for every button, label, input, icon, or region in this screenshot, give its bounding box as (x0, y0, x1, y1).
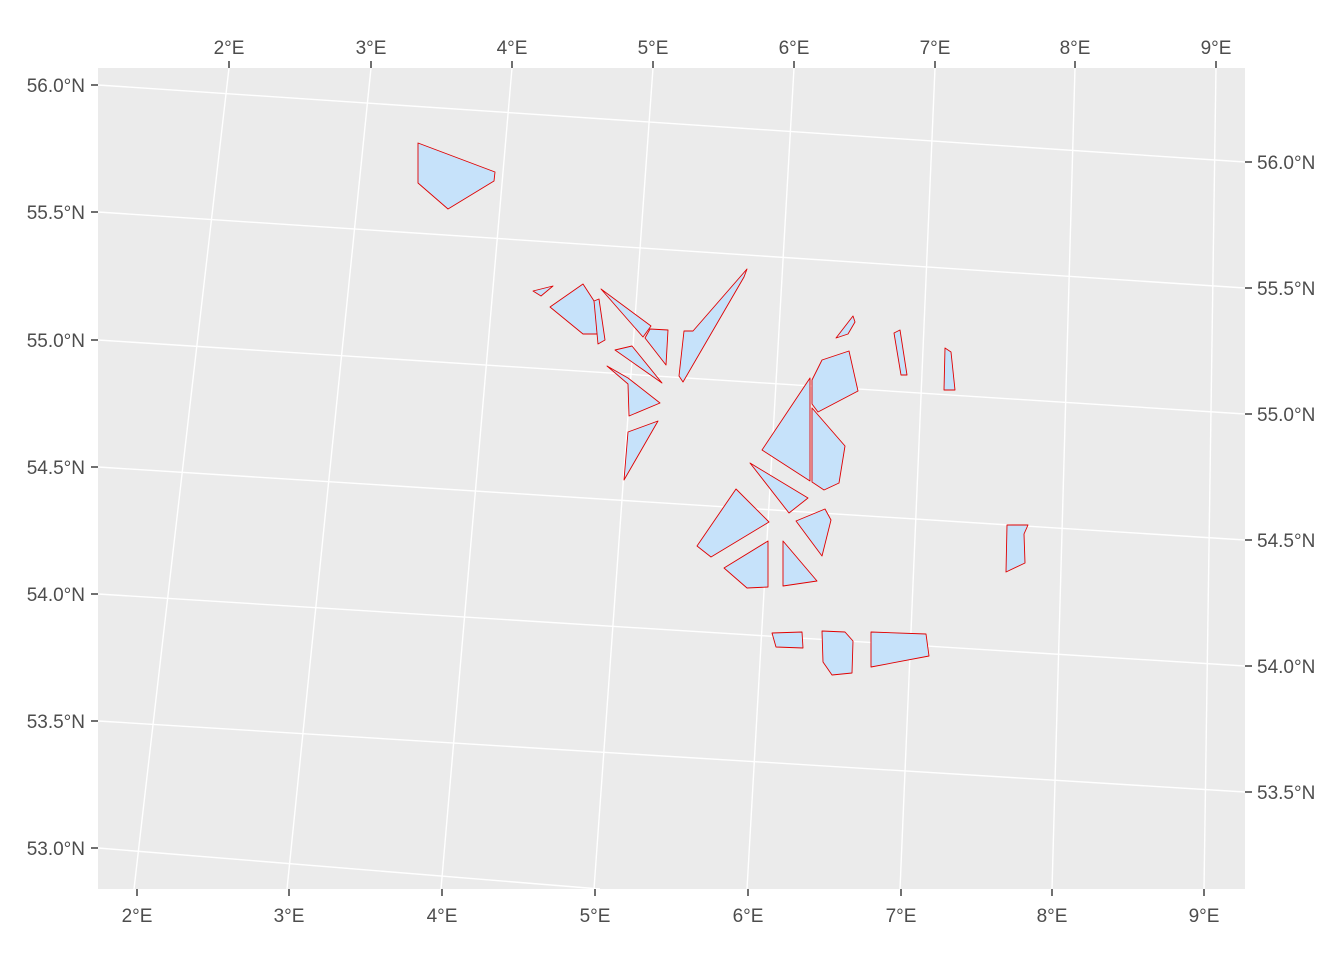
graticule (97, 67, 1246, 890)
zone-polygon[interactable] (678, 268, 748, 383)
zone-polygon[interactable] (606, 365, 661, 417)
right-axis-label: 55.0°N (1257, 405, 1315, 426)
bottom-axis-label: 2°E (122, 906, 153, 927)
meridian-2e (133, 67, 230, 890)
left-axis-label: 54.0°N (27, 585, 85, 606)
left-axis-label: 54.5°N (27, 458, 85, 479)
zone-polygon[interactable] (696, 488, 770, 558)
zone-polygon[interactable] (1005, 524, 1029, 573)
right-axis-label: 56.0°N (1257, 153, 1315, 174)
meridian-3e (286, 67, 372, 890)
parallel-53n (97, 847, 601, 890)
left-axis-label: 53.5°N (27, 712, 85, 733)
bottom-axis: 2°E 3°E 4°E 5°E 6°E 7°E 8°E 9°E (122, 889, 1220, 927)
zone-polygon[interactable] (893, 329, 908, 376)
top-axis-label: 8°E (1060, 38, 1091, 59)
top-axis-label: 5°E (638, 38, 669, 59)
zone-polygon[interactable] (723, 540, 769, 589)
bottom-axis-label: 5°E (580, 906, 611, 927)
top-axis-label: 9°E (1201, 38, 1232, 59)
bottom-axis-label: 4°E (427, 906, 458, 927)
parallel-53-5n (97, 720, 1246, 793)
zone-polygon[interactable] (623, 420, 659, 481)
meridian-7e (899, 67, 936, 890)
parallel-55n (97, 339, 1246, 415)
left-axis-label: 55.5°N (27, 203, 85, 224)
left-axis-label: 55.0°N (27, 331, 85, 352)
top-axis-label: 6°E (779, 38, 810, 59)
bottom-axis-label: 9°E (1189, 906, 1220, 927)
zone-polygon[interactable] (835, 315, 856, 339)
zone-polygon[interactable] (771, 631, 804, 649)
zone-polygon[interactable] (795, 508, 832, 557)
left-axis: 53.0°N 53.5°N 54.0°N 54.5°N 55.0°N 55.5°… (27, 76, 98, 860)
bottom-axis-label: 8°E (1037, 906, 1068, 927)
zone-polygon[interactable] (761, 377, 811, 482)
meridian-4e (440, 67, 513, 890)
meridian-9e (1203, 67, 1217, 890)
meridian-8e (1051, 67, 1076, 890)
right-axis-label: 54.5°N (1257, 531, 1315, 552)
top-axis-label: 7°E (920, 38, 951, 59)
top-axis-label: 2°E (214, 38, 245, 59)
zone-polygon[interactable] (417, 142, 496, 210)
parallel-54n (97, 593, 1246, 667)
parallel-54-5n (97, 466, 1246, 541)
top-axis-label: 4°E (497, 38, 528, 59)
right-axis-label: 54.0°N (1257, 657, 1315, 678)
zone-polygon[interactable] (614, 345, 663, 384)
right-axis: 53.5°N 54.0°N 54.5°N 55.0°N 55.5°N 56.0°… (1245, 153, 1315, 804)
zone-polygon[interactable] (600, 288, 652, 338)
top-axis-label: 3°E (356, 38, 387, 59)
zone-polygon[interactable] (870, 631, 930, 668)
parallel-56n (97, 84, 1246, 163)
zone-polygon[interactable] (782, 540, 818, 587)
bottom-axis-label: 3°E (274, 906, 305, 927)
zone-polygon[interactable] (749, 462, 809, 514)
zone-polygon[interactable] (644, 328, 669, 366)
parallel-55-5n (97, 211, 1246, 289)
zone-polygon[interactable] (532, 285, 554, 297)
right-axis-label: 55.5°N (1257, 279, 1315, 300)
left-axis-label: 56.0°N (27, 76, 85, 97)
left-axis-label: 53.0°N (27, 839, 85, 860)
zone-polygon[interactable] (811, 350, 859, 413)
right-axis-label: 53.5°N (1257, 783, 1315, 804)
zone-polygon[interactable] (943, 347, 956, 391)
bottom-axis-label: 7°E (886, 906, 917, 927)
zones (417, 142, 1029, 676)
zone-polygon[interactable] (811, 407, 846, 491)
top-axis: 2°E 3°E 4°E 5°E 6°E 7°E 8°E 9°E (214, 38, 1232, 68)
zone-polygon[interactable] (593, 298, 606, 345)
zone-polygon[interactable] (821, 630, 854, 676)
bottom-axis-label: 6°E (733, 906, 764, 927)
